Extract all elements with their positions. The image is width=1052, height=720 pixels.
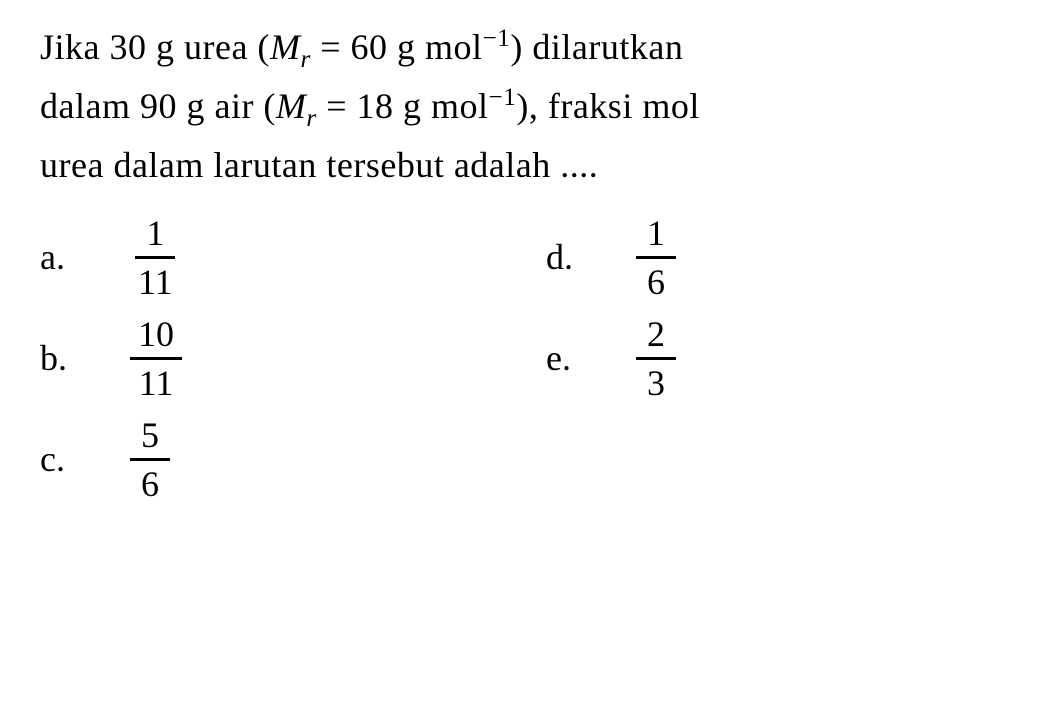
text-segment: Jika 30 g urea ( — [40, 27, 270, 67]
option-label-e: e. — [546, 337, 606, 379]
option-label-a: a. — [40, 236, 100, 278]
option-label-b: b. — [40, 337, 100, 379]
option-e[interactable]: e. 2 3 — [546, 313, 1012, 404]
numerator: 2 — [636, 313, 676, 360]
option-d[interactable]: d. 1 6 — [546, 212, 1012, 303]
superscript-neg1: −1 — [483, 25, 511, 52]
question-line2: dalam 90 g air (Mr = 18 g mol−1), fraksi… — [40, 86, 700, 126]
fraction-c: 5 6 — [130, 414, 170, 505]
denominator: 6 — [130, 461, 170, 505]
question-line3: urea dalam larutan tersebut adalah .... — [40, 145, 598, 185]
options-container: a. 1 11 d. 1 6 b. 10 11 e. 2 3 c. 5 6 — [40, 212, 1012, 505]
option-label-c: c. — [40, 438, 100, 480]
text-segment: dalam 90 g air ( — [40, 86, 276, 126]
numerator: 5 — [130, 414, 170, 461]
fraction-d: 1 6 — [636, 212, 676, 303]
fraction-a: 1 11 — [130, 212, 181, 303]
numerator: 1 — [135, 212, 175, 259]
fraction-b: 10 11 — [130, 313, 182, 404]
option-b[interactable]: b. 10 11 — [40, 313, 506, 404]
subscript-r: r — [306, 105, 316, 132]
denominator: 6 — [636, 259, 676, 303]
question-line1: Jika 30 g urea (Mr = 60 g mol−1) dilarut… — [40, 27, 683, 67]
numerator: 1 — [636, 212, 676, 259]
text-segment: ) dilarutkan — [510, 27, 683, 67]
denominator: 11 — [130, 259, 181, 303]
option-c[interactable]: c. 5 6 — [40, 414, 506, 505]
text-segment: = 18 g mol — [317, 86, 489, 126]
question-text: Jika 30 g urea (Mr = 60 g mol−1) dilarut… — [40, 20, 1012, 192]
variable-mr: M — [276, 86, 307, 126]
text-segment: = 60 g mol — [311, 27, 483, 67]
denominator: 3 — [636, 360, 676, 404]
variable-mr: M — [270, 27, 301, 67]
text-segment: ), fraksi mol — [516, 86, 699, 126]
denominator: 11 — [131, 360, 182, 404]
fraction-e: 2 3 — [636, 313, 676, 404]
option-a[interactable]: a. 1 11 — [40, 212, 506, 303]
subscript-r: r — [300, 46, 310, 73]
numerator: 10 — [130, 313, 182, 360]
superscript-neg1: −1 — [489, 84, 517, 111]
option-label-d: d. — [546, 236, 606, 278]
